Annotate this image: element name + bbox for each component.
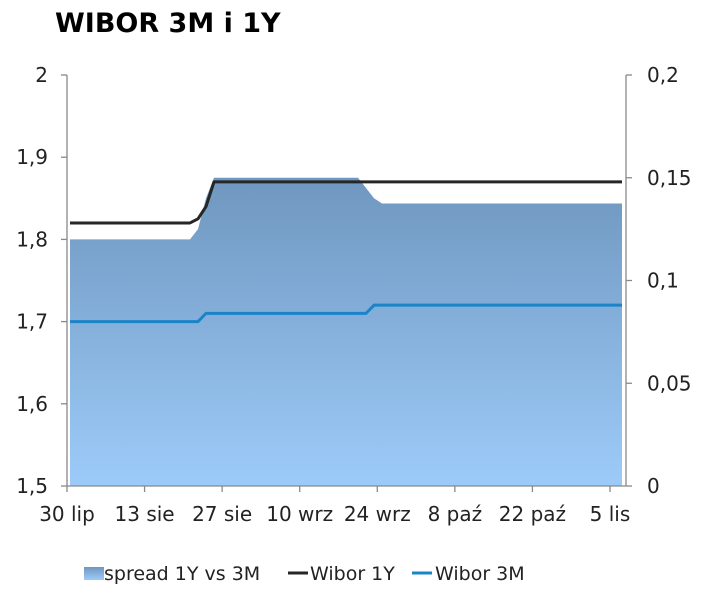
x-tick-label: 13 sie bbox=[115, 502, 175, 526]
left-y-tick-label: 1,8 bbox=[16, 227, 48, 251]
legend: spread 1Y vs 3M Wibor 1Y Wibor 3M bbox=[84, 563, 525, 585]
right-y-tick-label: 0,15 bbox=[647, 166, 692, 190]
chart-title: WIBOR 3M i 1Y bbox=[55, 8, 281, 39]
x-tick-label: 8 paź bbox=[428, 502, 483, 526]
axes: 1,5 1,6 1,7 1,8 1,9 2 0 0,05 0,1 0,15 0,2 30 lip 13 … bbox=[16, 63, 691, 526]
series-line-wibor-3m bbox=[70, 303, 622, 324]
x-tick-label: 24 wrz bbox=[344, 502, 411, 526]
left-y-tick-label: 1,7 bbox=[16, 310, 48, 334]
legend-swatch-spread bbox=[84, 567, 104, 580]
series-area-spread bbox=[70, 177, 622, 486]
series-line-wibor-1y bbox=[70, 180, 622, 225]
x-tick-label: 27 sie bbox=[192, 502, 252, 526]
right-y-tick-label: 0,2 bbox=[647, 63, 679, 87]
left-y-tick-label: 1,5 bbox=[16, 474, 48, 498]
right-y-tick-label: 0,1 bbox=[647, 269, 679, 293]
legend-label: Wibor 1Y bbox=[310, 563, 395, 585]
right-y-tick-label: 0 bbox=[647, 474, 660, 498]
right-y-tick-label: 0,05 bbox=[647, 371, 692, 395]
left-y-tick-label: 1,9 bbox=[16, 145, 48, 169]
legend-label: Wibor 3M bbox=[435, 563, 525, 585]
x-tick-label: 30 lip bbox=[39, 502, 95, 526]
x-tick-label: 10 wrz bbox=[266, 502, 333, 526]
left-y-tick-label: 2 bbox=[35, 63, 48, 87]
plot-area bbox=[70, 177, 622, 486]
legend-label: spread 1Y vs 3M bbox=[104, 563, 260, 585]
x-tick-label: 22 paź bbox=[499, 502, 566, 526]
left-y-tick-label: 1,6 bbox=[16, 392, 48, 416]
x-tick-label: 5 lis bbox=[590, 502, 631, 526]
